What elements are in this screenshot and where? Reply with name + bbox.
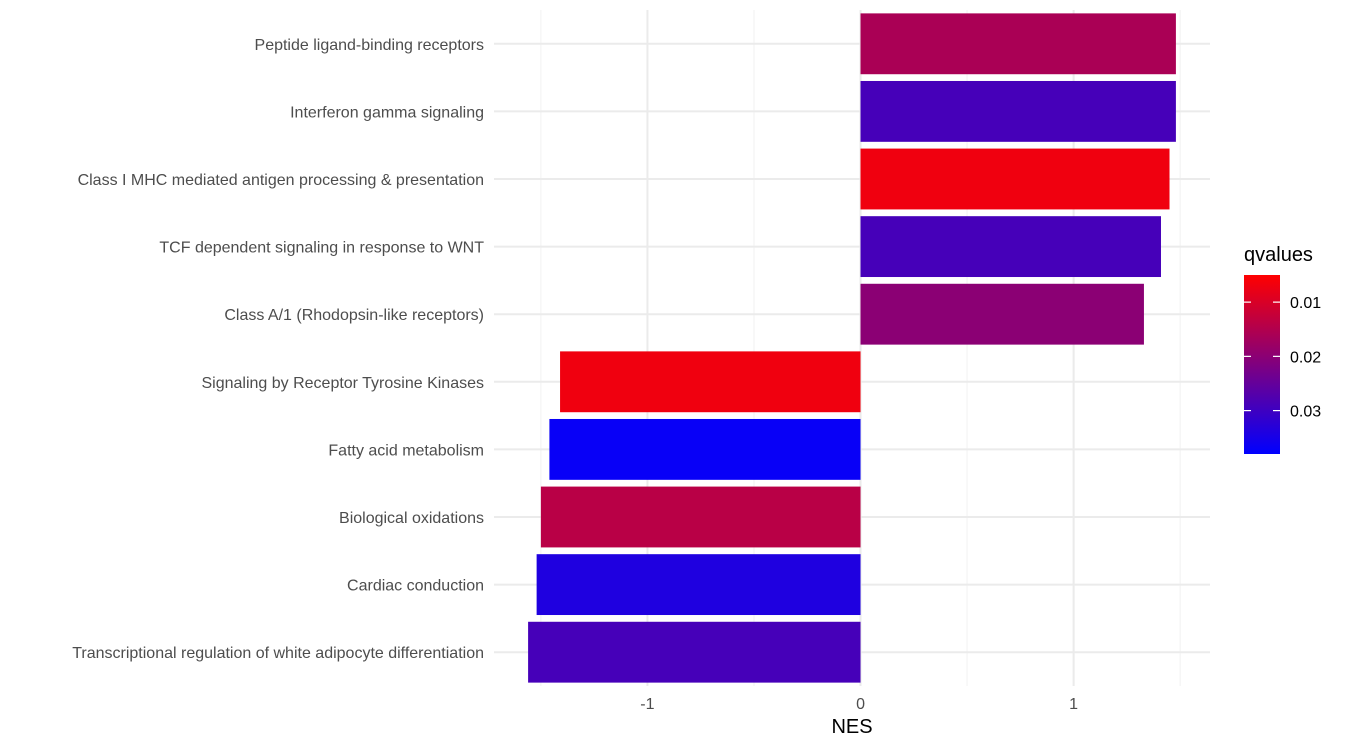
category-label: TCF dependent signaling in response to W…: [159, 240, 484, 257]
bar: [860, 13, 1176, 75]
bar: [540, 486, 861, 548]
category-label: Interferon gamma signaling: [290, 104, 484, 121]
category-label: Class A/1 (Rhodopsin-like receptors): [224, 307, 484, 324]
category-label: Signaling by Receptor Tyrosine Kinases: [201, 375, 484, 392]
bar: [860, 216, 1161, 278]
legend-ticks: 0.01 0.02 0.03: [1244, 295, 1321, 421]
legend-colorbar: [1244, 275, 1280, 454]
category-label: Cardiac conduction: [347, 578, 484, 595]
bars: [528, 13, 1176, 683]
legend: qvalues 0.01 0.02 0.03: [1244, 244, 1321, 454]
legend-tick-label: 0.03: [1290, 404, 1321, 421]
x-axis-title: NES: [831, 716, 872, 738]
x-tick-label: 1: [1069, 696, 1078, 713]
bar: [860, 80, 1176, 142]
bar: [536, 554, 861, 616]
legend-tick-label: 0.02: [1290, 349, 1321, 366]
category-label: Peptide ligand-binding receptors: [255, 37, 484, 54]
bar: [860, 283, 1144, 345]
x-tick-label: -1: [640, 696, 654, 713]
category-label: Fatty acid metabolism: [328, 442, 484, 459]
bar: [560, 351, 861, 413]
x-tick-label: 0: [856, 696, 865, 713]
legend-tick-label: 0.01: [1290, 295, 1321, 312]
bar: [528, 621, 861, 683]
category-labels: Peptide ligand-binding receptors Interfer…: [72, 37, 484, 662]
category-label: Biological oxidations: [339, 510, 484, 527]
category-label: Class I MHC mediated antigen processing …: [78, 172, 484, 189]
bar: [860, 148, 1170, 210]
category-label: Transcriptional regulation of white adip…: [72, 645, 484, 662]
x-tick-labels: -1 0 1: [640, 696, 1078, 713]
legend-title: qvalues: [1244, 244, 1313, 266]
bar: [549, 418, 861, 480]
